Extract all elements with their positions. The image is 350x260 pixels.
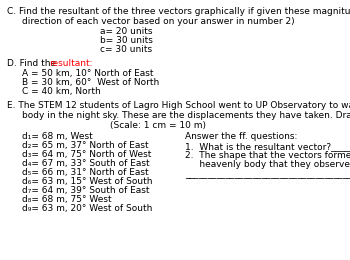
Text: d₆= 63 m, 15° West of South: d₆= 63 m, 15° West of South bbox=[22, 177, 153, 186]
Text: b= 30 units: b= 30 units bbox=[100, 36, 153, 45]
Text: d₁= 68 m, West: d₁= 68 m, West bbox=[22, 132, 93, 141]
Text: Answer the ff. questions:: Answer the ff. questions: bbox=[185, 132, 298, 141]
Text: C. Find the resultant of the three vectors graphically if given these magnitudes: C. Find the resultant of the three vecto… bbox=[7, 7, 350, 16]
Text: direction of each vector based on your answer in number 2): direction of each vector based on your a… bbox=[22, 17, 295, 26]
Text: A = 50 km, 10° North of East: A = 50 km, 10° North of East bbox=[22, 69, 154, 78]
Text: 2.  The shape that the vectors formed will be the: 2. The shape that the vectors formed wil… bbox=[185, 151, 350, 160]
Text: body in the night sky. These are the displacements they have taken. Draw to scal: body in the night sky. These are the dis… bbox=[22, 111, 350, 120]
Text: d₉= 63 m, 20° West of South: d₉= 63 m, 20° West of South bbox=[22, 204, 152, 213]
Text: (Scale: 1 cm = 10 m): (Scale: 1 cm = 10 m) bbox=[110, 121, 206, 130]
Text: d₃= 64 m, 75° North of West: d₃= 64 m, 75° North of West bbox=[22, 150, 151, 159]
Text: D. Find the: D. Find the bbox=[7, 59, 59, 68]
Text: resultant:: resultant: bbox=[50, 59, 93, 68]
Text: d₇= 64 m, 39° South of East: d₇= 64 m, 39° South of East bbox=[22, 186, 149, 195]
Text: B = 30 km, 60°  West of North: B = 30 km, 60° West of North bbox=[22, 78, 159, 87]
Text: d₈= 68 m, 75° West: d₈= 68 m, 75° West bbox=[22, 195, 112, 204]
Text: a= 20 units: a= 20 units bbox=[100, 27, 153, 36]
Text: 1.  What is the resultant vector?___________________: 1. What is the resultant vector?________… bbox=[185, 142, 350, 151]
Text: C = 40 km, North: C = 40 km, North bbox=[22, 87, 101, 96]
Text: d₂= 65 m, 37° North of East: d₂= 65 m, 37° North of East bbox=[22, 141, 149, 150]
Text: _____________________________________________: ________________________________________… bbox=[185, 170, 350, 179]
Text: E. The STEM 12 students of Lagro High School went to UP Observatory to watch a h: E. The STEM 12 students of Lagro High Sc… bbox=[7, 101, 350, 110]
Text: d₄= 67 m, 33° South of East: d₄= 67 m, 33° South of East bbox=[22, 159, 150, 168]
Text: c= 30 units: c= 30 units bbox=[100, 45, 152, 54]
Text: d₅= 66 m, 31° North of East: d₅= 66 m, 31° North of East bbox=[22, 168, 149, 177]
Text: heavenly body that they observed. What is it?: heavenly body that they observed. What i… bbox=[185, 160, 350, 169]
